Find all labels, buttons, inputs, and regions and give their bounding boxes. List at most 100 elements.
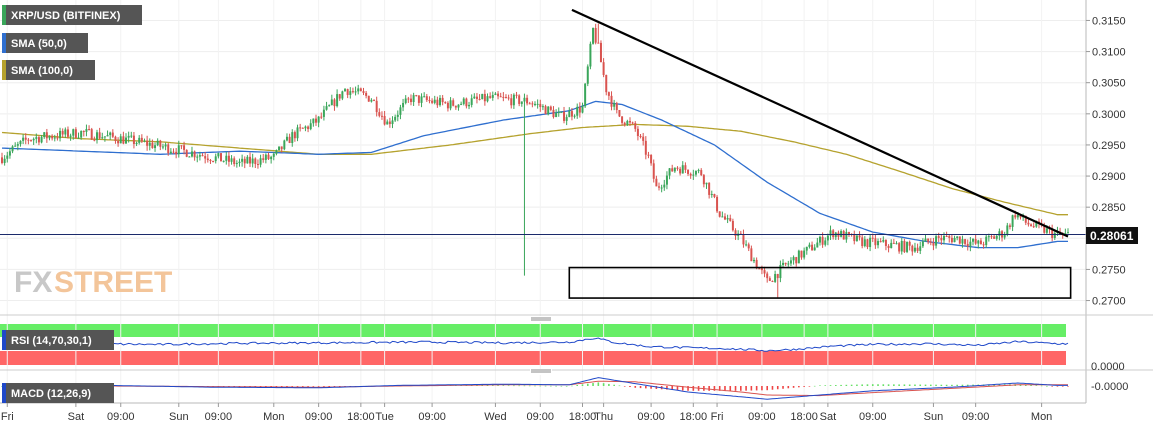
macd-histogram-bar [328, 386, 330, 387]
candle-body [473, 96, 476, 99]
candle-body [937, 236, 940, 238]
macd-histogram-bar [951, 384, 953, 386]
macd-histogram-bar [734, 386, 737, 391]
candle-body [512, 94, 515, 106]
candle-body [357, 88, 360, 92]
candle-body [932, 242, 935, 246]
macd-histogram-bar [729, 386, 732, 391]
macd-histogram-bar [861, 384, 863, 386]
candle-body [586, 66, 589, 84]
candle-body [283, 140, 286, 150]
macd-histogram-bar [750, 386, 753, 391]
price-tick-label: 0.2700 [1092, 296, 1126, 308]
macd-histogram-bar [539, 385, 542, 387]
candle-body [16, 144, 19, 146]
legend-rsi[interactable]: RSI (14,70,30,1) [2, 330, 114, 350]
candle-body [1045, 228, 1048, 233]
macd-histogram-bar [692, 386, 695, 391]
candle-body [610, 95, 613, 107]
candle-body [549, 106, 552, 110]
macd-histogram-bar [929, 384, 932, 386]
macd-histogram-bar [1046, 385, 1048, 387]
candle-body [927, 238, 930, 242]
macd-histogram-bar [576, 385, 579, 386]
candle-body [945, 235, 948, 237]
candle-body [135, 142, 138, 145]
candle-body [396, 114, 399, 117]
candle-body [824, 240, 827, 245]
candle-body [301, 127, 304, 129]
svg-text:MACD (12,26,9): MACD (12,26,9) [11, 388, 91, 400]
macd-histogram-bar [623, 386, 626, 387]
candle-body [238, 161, 241, 164]
legend-sma50[interactable]: SMA (50,0) [2, 33, 88, 53]
candle-body [916, 247, 919, 251]
candle-body [53, 137, 56, 139]
macd-histogram-bar [792, 386, 795, 388]
macd-histogram-bar [650, 386, 652, 389]
candle-body [547, 106, 550, 115]
resistance-trendline [571, 8, 1069, 238]
candle-body [222, 160, 225, 162]
candle-body [599, 42, 602, 63]
candle-body [950, 237, 953, 243]
candle-body [536, 103, 539, 105]
macd-histogram-bar [1061, 386, 1064, 387]
candle-body [140, 137, 143, 142]
candle-body [510, 98, 513, 106]
macd-histogram-bar [491, 385, 494, 386]
macd-histogram-bar [972, 384, 974, 386]
candle-body [726, 218, 729, 220]
legend-instrument[interactable]: XRP/USD (BITFINEX) [2, 5, 142, 25]
candle-body [1, 157, 3, 163]
candle-body [423, 96, 426, 98]
macd-histogram-bar [502, 385, 505, 386]
macd-histogram-bar [903, 384, 906, 386]
candle-body [589, 43, 592, 67]
macd-histogram-bar [998, 384, 1001, 386]
macd-histogram-bar [740, 386, 742, 391]
candle-body [246, 156, 249, 164]
candle-body [188, 156, 191, 158]
macd-histogram-bar [291, 386, 294, 387]
pane-resize-handle-1[interactable] [530, 316, 552, 322]
candle-body [708, 182, 711, 195]
candle-body [201, 155, 204, 157]
time-axis: Fri Sat 09:00 Sun 09:00 Mon 09:00 18:00 Tue 09:00… [1, 403, 1052, 423]
macd-histogram-bar [819, 385, 821, 386]
time-tick-label: Mon [263, 411, 284, 423]
pane-resize-handle-2[interactable] [530, 369, 552, 375]
candle-body [644, 140, 647, 155]
macd-histogram-bar [518, 385, 520, 387]
time-tick-label: 09:00 [305, 411, 333, 423]
candle-body [671, 168, 674, 172]
candle-body [592, 27, 595, 44]
candle-body [789, 260, 792, 264]
candle-body [431, 100, 434, 103]
rsi-zero-tick: 0.0000 [1091, 361, 1125, 373]
candle-body [148, 142, 151, 146]
legend-sma100[interactable]: SMA (100,0) [2, 60, 95, 80]
candle-body [346, 89, 349, 95]
candle-body [560, 111, 563, 113]
macd-histogram-bar [676, 386, 679, 391]
candle-body [415, 95, 418, 97]
price-axis: 0.3150 0.3100 0.3050 0.3000 0.2950 0.2900 0.28… [1086, 15, 1126, 308]
legend-macd[interactable]: MACD (12,26,9) [2, 383, 114, 403]
candle-body [687, 169, 690, 174]
candle-body [903, 240, 906, 252]
candle-body [742, 234, 745, 245]
candle-body [22, 137, 25, 141]
candle-body [958, 236, 961, 244]
candle-body [251, 158, 254, 164]
candle-body [668, 168, 671, 176]
candle-body [212, 160, 215, 162]
candle-body [805, 246, 808, 251]
candle-body [631, 122, 634, 124]
candle-body [119, 136, 122, 144]
candle-body [412, 95, 415, 103]
macd-histogram-bar [829, 385, 832, 386]
candle-body [64, 129, 67, 135]
candle-body [235, 163, 238, 165]
candle-body [367, 95, 370, 102]
